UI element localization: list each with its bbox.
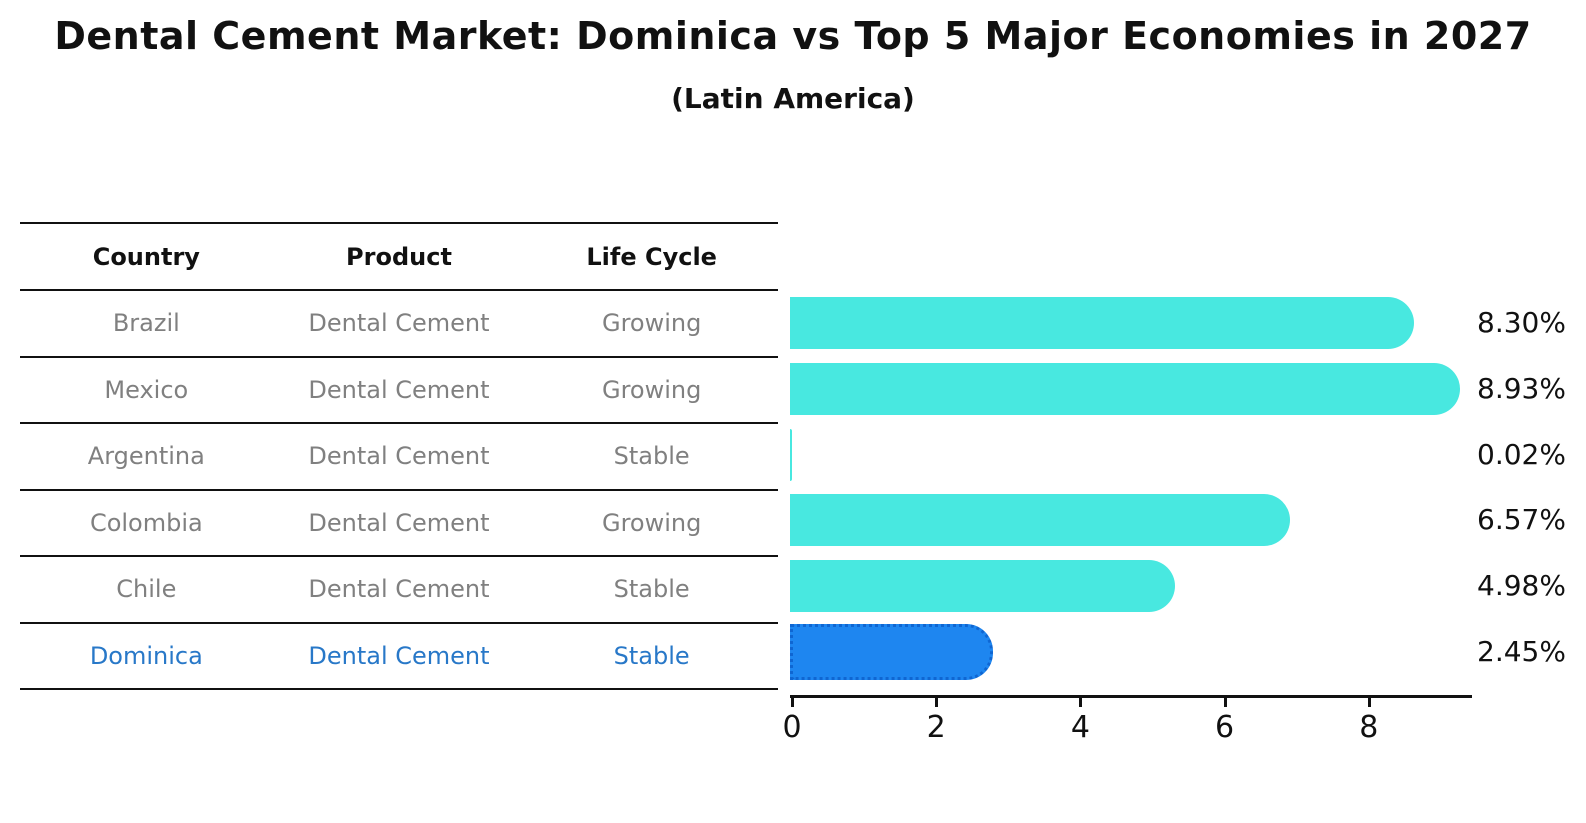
x-axis-tick-label: 4 [1070, 710, 1090, 745]
country-cell: Chile [116, 575, 177, 604]
x-axis-tick [1223, 698, 1227, 707]
bar-dominica [790, 624, 993, 680]
x-axis-tick [1079, 698, 1083, 707]
x-axis-tick-label: 0 [782, 710, 802, 745]
product-cell: Dental Cement [308, 442, 490, 471]
country-cell: Brazil [112, 309, 180, 338]
life-cycle-cell: Stable [613, 442, 690, 471]
chart-subtitle: (Latin America) [671, 82, 915, 115]
life-cycle-cell: Stable [613, 641, 690, 670]
x-axis-tick-label: 6 [1215, 710, 1235, 745]
life-cycle-cell: Growing [601, 508, 702, 537]
country-cell: Mexico [104, 375, 189, 404]
value-label: 6.57% [1477, 503, 1566, 537]
bar-mexico [790, 362, 1460, 415]
col-header-life-cycle: Life Cycle [586, 242, 717, 271]
life-cycle-cell: Stable [613, 575, 690, 604]
country-table: Country Product Life Cycle Brazil Dental… [20, 222, 778, 690]
table-row: Brazil Dental Cement Growing [20, 290, 778, 357]
value-label: 8.93% [1477, 371, 1566, 405]
table-header-row: Country Product Life Cycle [20, 223, 778, 290]
chart-title: Dental Cement Market: Dominica vs Top 5 … [54, 14, 1532, 58]
value-label: 4.98% [1477, 569, 1566, 603]
x-axis-line [790, 695, 1472, 698]
life-cycle-cell: Growing [601, 309, 702, 338]
product-cell: Dental Cement [308, 575, 490, 604]
country-cell: Colombia [89, 508, 203, 537]
bar-colombia [790, 494, 1290, 547]
col-header-country: Country [92, 242, 200, 271]
product-cell: Dental Cement [308, 641, 490, 670]
table-row: Chile Dental Cement Stable [20, 556, 778, 623]
x-axis-tick-label: 8 [1359, 710, 1379, 745]
country-cell: Dominica [89, 641, 203, 670]
x-axis-tick-label: 2 [926, 710, 946, 745]
table-row: Colombia Dental Cement Growing [20, 490, 778, 556]
bar-brazil [790, 297, 1415, 349]
country-cell: Argentina [87, 442, 205, 471]
value-label: 8.30% [1477, 306, 1566, 339]
life-cycle-cell: Growing [601, 375, 702, 404]
product-cell: Dental Cement [308, 375, 490, 404]
x-axis-tick [791, 698, 794, 707]
x-axis-tick [1367, 698, 1371, 707]
table-row: Mexico Dental Cement Growing [20, 357, 778, 423]
value-label: 2.45% [1477, 635, 1566, 668]
value-label: 0.02% [1477, 437, 1566, 471]
table-row: Argentina Dental Cement Stable [20, 423, 778, 490]
product-cell: Dental Cement [308, 508, 490, 537]
table-row-dominica: Dominica Dental Cement Stable [20, 623, 778, 689]
product-cell: Dental Cement [308, 309, 490, 338]
bar-argentina [790, 428, 792, 481]
x-axis-tick [935, 698, 939, 707]
col-header-product: Product [346, 242, 452, 271]
bar-chile [790, 560, 1176, 613]
